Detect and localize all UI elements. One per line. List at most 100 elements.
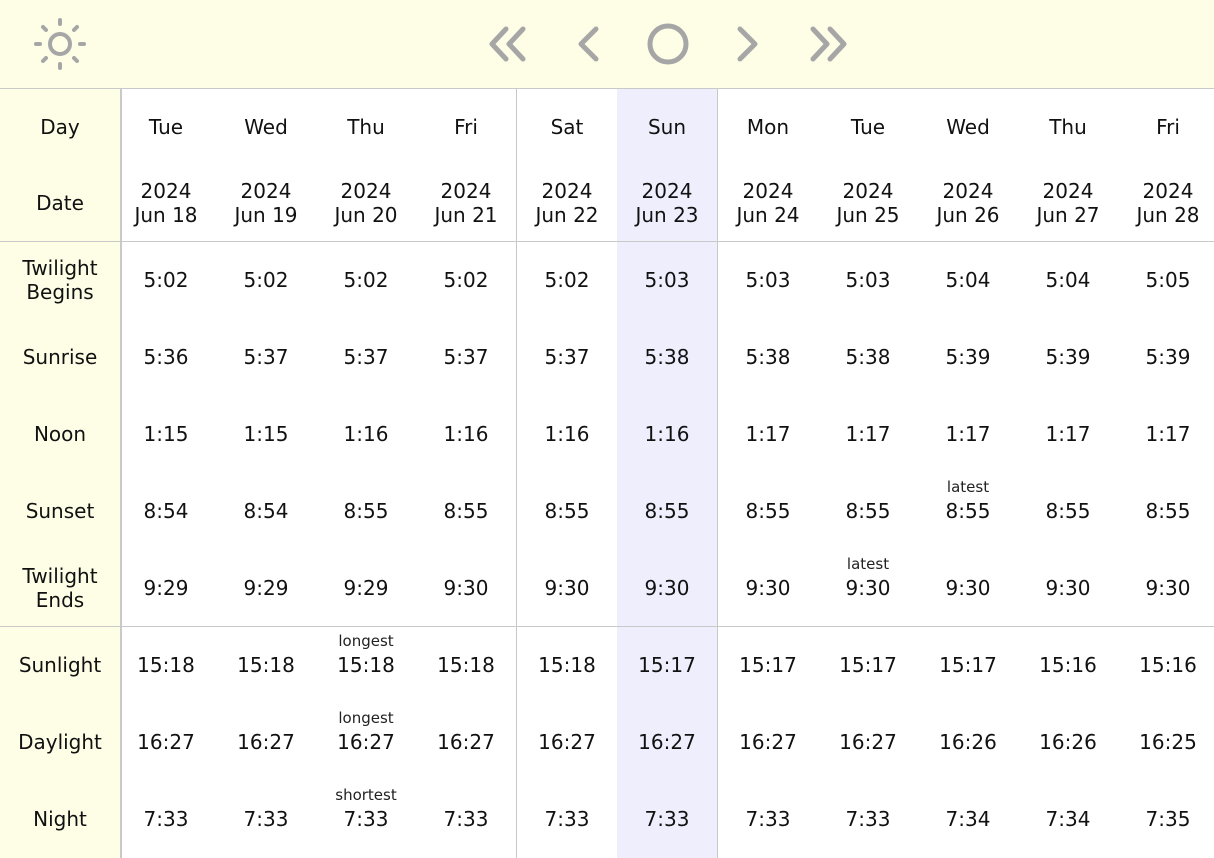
daylight-cell: 16:27 bbox=[137, 730, 195, 754]
chevron-right-icon[interactable] bbox=[736, 26, 760, 62]
day-cell[interactable]: Thu bbox=[1049, 115, 1087, 139]
noon-cell: 1:16 bbox=[343, 422, 389, 446]
row-label-sunlight: Sunlight bbox=[18, 653, 102, 677]
circle-today-icon[interactable] bbox=[646, 22, 690, 66]
twilight-begins-cell: 5:03 bbox=[644, 268, 690, 292]
twilight-ends-cell: 9:30 bbox=[945, 576, 991, 600]
row-label-night: Night bbox=[33, 807, 87, 831]
night-cell: 7:34 bbox=[1045, 807, 1091, 831]
sunlight-cell: 15:17 bbox=[638, 653, 696, 677]
night-cell: 7:33 bbox=[143, 807, 189, 831]
date-cell[interactable]: 2024 Jun 19 bbox=[234, 179, 298, 227]
daylight-cell: 16:27 bbox=[437, 730, 495, 754]
day-cell[interactable]: Fri bbox=[1156, 115, 1180, 139]
date-cell[interactable]: 2024 Jun 20 bbox=[334, 179, 398, 227]
sunlight-cell: 15:18 bbox=[137, 653, 195, 677]
double-chevron-left-icon[interactable] bbox=[488, 26, 528, 62]
twilight-ends-cell: 9:30 bbox=[644, 576, 690, 600]
extreme-note: latest bbox=[946, 478, 990, 496]
noon-cell: 1:16 bbox=[443, 422, 489, 446]
noon-cell: 1:17 bbox=[1145, 422, 1191, 446]
sunrise-cell: 5:39 bbox=[1045, 345, 1091, 369]
daylight-cell: 16:27 bbox=[739, 730, 797, 754]
noon-cell: 1:15 bbox=[143, 422, 189, 446]
day-cell[interactable]: Thu bbox=[347, 115, 385, 139]
twilight-ends-cell: 9:30 bbox=[544, 576, 590, 600]
sunrise-cell: 5:37 bbox=[544, 345, 590, 369]
sunset-cell: 8:54 bbox=[243, 499, 289, 523]
sunset-cell: 8:54 bbox=[143, 499, 189, 523]
sun-icon[interactable] bbox=[34, 18, 86, 70]
twilight-begins-cell: 5:02 bbox=[243, 268, 289, 292]
sunlight-cell: 15:18 bbox=[237, 653, 295, 677]
sunlight-cell: 15:16 bbox=[1139, 653, 1197, 677]
twilight-begins-cell: 5:04 bbox=[1045, 268, 1091, 292]
day-cell[interactable]: Sun bbox=[647, 115, 687, 139]
sunrise-cell: 5:38 bbox=[745, 345, 791, 369]
noon-cell: 1:16 bbox=[544, 422, 590, 446]
sunlight-cell: 15:17 bbox=[839, 653, 897, 677]
sunlight-cell: 15:18 bbox=[337, 653, 395, 677]
twilight-ends-cell: 9:30 bbox=[443, 576, 489, 600]
daylight-cell: 16:27 bbox=[237, 730, 295, 754]
extreme-note: longest bbox=[338, 632, 394, 650]
date-cell[interactable]: 2024 Jun 25 bbox=[836, 179, 900, 227]
row-label-daylight: Daylight bbox=[18, 730, 102, 754]
noon-cell: 1:17 bbox=[1045, 422, 1091, 446]
day-cell[interactable]: Fri bbox=[454, 115, 478, 139]
double-chevron-right-icon[interactable] bbox=[808, 26, 848, 62]
noon-cell: 1:17 bbox=[845, 422, 891, 446]
sunset-cell: 8:55 bbox=[845, 499, 891, 523]
twilight-begins-cell: 5:03 bbox=[745, 268, 791, 292]
sunlight-cell: 15:16 bbox=[1039, 653, 1097, 677]
day-cell[interactable]: Wed bbox=[244, 115, 288, 139]
night-cell: 7:35 bbox=[1145, 807, 1191, 831]
twilight-ends-cell: 9:30 bbox=[1045, 576, 1091, 600]
sunrise-cell: 5:39 bbox=[945, 345, 991, 369]
sunrise-cell: 5:38 bbox=[845, 345, 891, 369]
row-label-twilight-begins: Twilight Begins bbox=[22, 256, 98, 304]
extreme-note: longest bbox=[338, 709, 394, 727]
date-cell[interactable]: 2024 Jun 27 bbox=[1036, 179, 1100, 227]
day-cell[interactable]: Mon bbox=[746, 115, 790, 139]
date-cell[interactable]: 2024 Jun 23 bbox=[635, 179, 699, 227]
chevron-left-icon[interactable] bbox=[576, 26, 600, 62]
sunset-cell: 8:55 bbox=[1145, 499, 1191, 523]
sunset-cell: 8:55 bbox=[544, 499, 590, 523]
twilight-begins-cell: 5:02 bbox=[443, 268, 489, 292]
week-divider bbox=[717, 89, 718, 858]
day-cell[interactable]: Sat bbox=[550, 115, 584, 139]
noon-cell: 1:17 bbox=[745, 422, 791, 446]
twilight-ends-cell: 9:30 bbox=[845, 576, 891, 600]
sunlight-cell: 15:17 bbox=[739, 653, 797, 677]
extreme-note: latest bbox=[846, 555, 890, 573]
daylight-cell: 16:27 bbox=[638, 730, 696, 754]
sunlight-cell: 15:18 bbox=[538, 653, 596, 677]
daylight-cell: 16:27 bbox=[839, 730, 897, 754]
toolbar bbox=[0, 0, 1214, 89]
noon-cell: 1:16 bbox=[644, 422, 690, 446]
day-cell[interactable]: Tue bbox=[850, 115, 886, 139]
twilight-begins-cell: 5:03 bbox=[845, 268, 891, 292]
row-label-noon: Noon bbox=[33, 422, 87, 446]
sunrise-cell: 5:39 bbox=[1145, 345, 1191, 369]
date-cell[interactable]: 2024 Jun 28 bbox=[1136, 179, 1200, 227]
sunlight-cell: 15:17 bbox=[939, 653, 997, 677]
header-divider bbox=[0, 241, 1214, 242]
twilight-ends-cell: 9:29 bbox=[243, 576, 289, 600]
date-cell[interactable]: 2024 Jun 26 bbox=[936, 179, 1000, 227]
week-divider bbox=[516, 89, 517, 858]
day-cell[interactable]: Tue bbox=[148, 115, 184, 139]
date-cell[interactable]: 2024 Jun 18 bbox=[134, 179, 198, 227]
sun-times-table: Day Date Twilight Begins Sunrise Noon Sunset T… bbox=[0, 89, 1214, 858]
day-cell[interactable]: Wed bbox=[946, 115, 990, 139]
row-label-day: Day bbox=[40, 115, 80, 139]
row-label-column bbox=[0, 89, 122, 858]
night-cell: 7:33 bbox=[343, 807, 389, 831]
date-cell[interactable]: 2024 Jun 22 bbox=[535, 179, 599, 227]
date-cell[interactable]: 2024 Jun 24 bbox=[736, 179, 800, 227]
twilight-begins-cell: 5:05 bbox=[1145, 268, 1191, 292]
night-cell: 7:34 bbox=[945, 807, 991, 831]
row-label-twilight-ends: Twilight Ends bbox=[22, 564, 98, 612]
date-cell[interactable]: 2024 Jun 21 bbox=[434, 179, 498, 227]
